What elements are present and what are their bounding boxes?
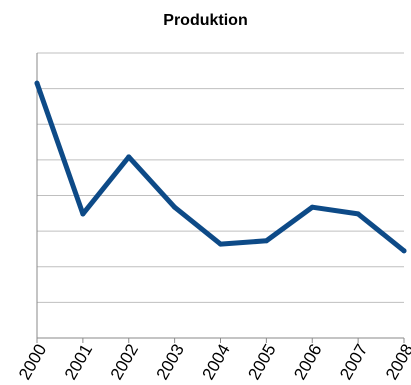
x-tick-label: 2003 xyxy=(153,341,188,383)
x-tick-label: 2004 xyxy=(198,341,233,383)
x-tick-labels: 2000 2001 2002 2003 2004 2005 2006 2007 2008 xyxy=(15,341,411,383)
data-point xyxy=(34,80,40,86)
gridlines xyxy=(37,52,404,303)
x-tick-label: 2005 xyxy=(244,341,279,383)
data-point xyxy=(263,238,269,244)
data-point xyxy=(355,211,361,217)
data-point xyxy=(309,204,315,210)
chart-title: Produktion xyxy=(163,12,248,29)
x-tick-label: 2002 xyxy=(107,341,142,383)
data-point xyxy=(218,241,223,247)
x-tick-label: 2007 xyxy=(336,341,371,383)
data-point xyxy=(126,154,132,160)
data-point xyxy=(172,204,178,210)
axes xyxy=(36,53,405,343)
x-tick-label: 2001 xyxy=(61,341,96,383)
x-tick-label: 2000 xyxy=(15,341,50,383)
x-tick-label: 2008 xyxy=(382,341,411,383)
series-group xyxy=(34,80,407,254)
series-line xyxy=(34,80,407,254)
data-point xyxy=(401,248,407,254)
x-tick-label: 2006 xyxy=(290,341,325,383)
data-point xyxy=(80,211,86,217)
